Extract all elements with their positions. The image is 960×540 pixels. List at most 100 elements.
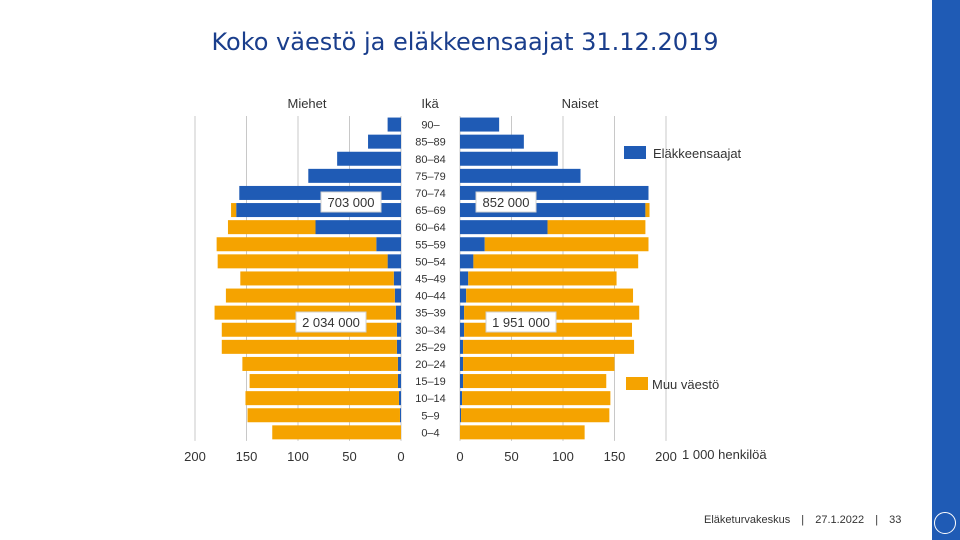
x-tick-men: 100 <box>287 449 309 464</box>
bar-men-pensioners <box>395 305 401 320</box>
bar-men-pensioners <box>397 356 401 371</box>
bar-women-other <box>466 288 634 303</box>
age-label: 0–4 <box>421 427 439 439</box>
bar-women-pensioners <box>460 220 548 235</box>
age-label: 5–9 <box>421 410 439 422</box>
etk-logo-icon <box>934 512 956 534</box>
bar-women-other <box>463 374 607 389</box>
bar-women-other <box>463 356 615 371</box>
age-label: 25–29 <box>415 342 446 354</box>
bar-men-pensioners <box>387 254 401 269</box>
age-label: 35–39 <box>415 308 446 320</box>
age-label: 65–69 <box>415 205 446 217</box>
header-men: Miehet <box>287 96 326 111</box>
slide-title: Koko väestö ja eläkkeensaajat 31.12.2019 <box>211 28 719 56</box>
bar-women-pensioners <box>460 288 467 303</box>
population-pyramid-chart: 90– 85–89 80–84 75–79 70–74 65–69 60–64 55–59 50… <box>184 96 767 464</box>
bar-women-pensioners <box>460 237 485 252</box>
x-tick-men: 150 <box>236 449 258 464</box>
legend-label-pensioners: Eläkkeensaajat <box>653 146 742 161</box>
header-age: Ikä <box>421 96 439 111</box>
bar-men-pensioners <box>337 151 401 166</box>
bar-men-pensioners <box>399 408 401 423</box>
age-label: 90– <box>421 120 440 132</box>
bar-men-pensioners <box>315 220 401 235</box>
bar-women-pensioners <box>460 254 474 269</box>
age-label: 55–59 <box>415 239 446 251</box>
bar-women-pensioners <box>460 391 463 406</box>
bar-women-pensioners <box>460 305 465 320</box>
bar-women-other <box>547 220 646 235</box>
bar-men-other <box>221 339 397 354</box>
bar-women-other <box>463 339 635 354</box>
footer: Eläketurvakeskus | 27.1.2022 | 33 <box>700 514 905 526</box>
bar-women-other <box>484 237 649 252</box>
x-tick-women: 100 <box>552 449 574 464</box>
bar-men-other <box>231 203 237 218</box>
legend-swatch-pensioners <box>624 146 646 159</box>
labels: 90– 85–89 80–84 75–79 70–74 65–69 60–64 55–59 50… <box>184 96 767 464</box>
bar-men-other <box>240 271 394 286</box>
bar-men-pensioners <box>393 271 401 286</box>
bar-women-pensioners <box>460 322 465 337</box>
age-label: 60–64 <box>415 222 446 234</box>
age-label: 45–49 <box>415 273 446 285</box>
age-label: 50–54 <box>415 256 446 268</box>
bar-women-pensioners <box>460 356 464 371</box>
age-label: 80–84 <box>415 154 446 166</box>
bar-men-other <box>242 356 398 371</box>
x-tick-women: 0 <box>456 449 463 464</box>
bar-men-pensioners <box>394 288 401 303</box>
bar-men-other <box>247 408 400 423</box>
x-tick-women: 200 <box>655 449 677 464</box>
x-tick-men: 50 <box>342 449 356 464</box>
bar-men-pensioners <box>396 339 401 354</box>
age-label: 15–19 <box>415 376 446 388</box>
age-label: 75–79 <box>415 171 446 183</box>
annotation-women-other-box <box>485 311 557 333</box>
bar-men-other <box>217 254 388 269</box>
bar-men-pensioners <box>396 322 401 337</box>
x-tick-men: 200 <box>184 449 206 464</box>
x-unit-label: 1 000 henkilöä <box>682 447 767 462</box>
bar-women-other <box>473 254 639 269</box>
footer-date: 27.1.2022 <box>815 514 865 526</box>
age-label: 70–74 <box>415 188 446 200</box>
bar-women-pensioners <box>460 408 462 423</box>
bar-women-other <box>462 391 611 406</box>
brand-band <box>932 0 960 540</box>
footer-sep: | <box>801 514 805 526</box>
bar-men-pensioners <box>397 374 401 389</box>
bars <box>214 117 650 440</box>
bar-men-other <box>245 391 399 406</box>
x-tick-men: 0 <box>397 449 404 464</box>
bar-women-other <box>468 271 617 286</box>
annotation-men-other-box <box>295 311 367 333</box>
legend-swatch-other <box>626 377 648 390</box>
bar-men-pensioners <box>368 134 401 149</box>
legend-label-other: Muu väestö <box>652 377 719 392</box>
bar-women-other <box>645 203 650 218</box>
annotation-men-other: 2 034 000 <box>302 315 360 330</box>
annotation-women-pensioners: 852 000 <box>483 195 530 210</box>
bar-women-pensioners <box>460 271 469 286</box>
annotation-men-pensioners: 703 000 <box>328 195 375 210</box>
age-label: 85–89 <box>415 137 446 149</box>
footer-page: 33 <box>889 514 902 526</box>
annotation-women-other: 1 951 000 <box>492 315 550 330</box>
bar-women-pensioners <box>460 134 524 149</box>
bar-men-pensioners <box>387 117 401 132</box>
footer-sep: | <box>875 514 879 526</box>
bar-women-other <box>460 425 585 440</box>
bar-men-pensioners <box>308 168 401 183</box>
bar-men-other <box>272 425 401 440</box>
age-label: 20–24 <box>415 359 446 371</box>
x-tick-women: 50 <box>504 449 518 464</box>
bar-men-pensioners <box>376 237 401 252</box>
bar-women-other <box>461 408 610 423</box>
bar-women-pensioners <box>460 374 464 389</box>
bar-women-pensioners <box>460 168 581 183</box>
bar-women-pensioners <box>460 339 464 354</box>
bar-men-other <box>249 374 398 389</box>
bar-men-other <box>216 237 377 252</box>
